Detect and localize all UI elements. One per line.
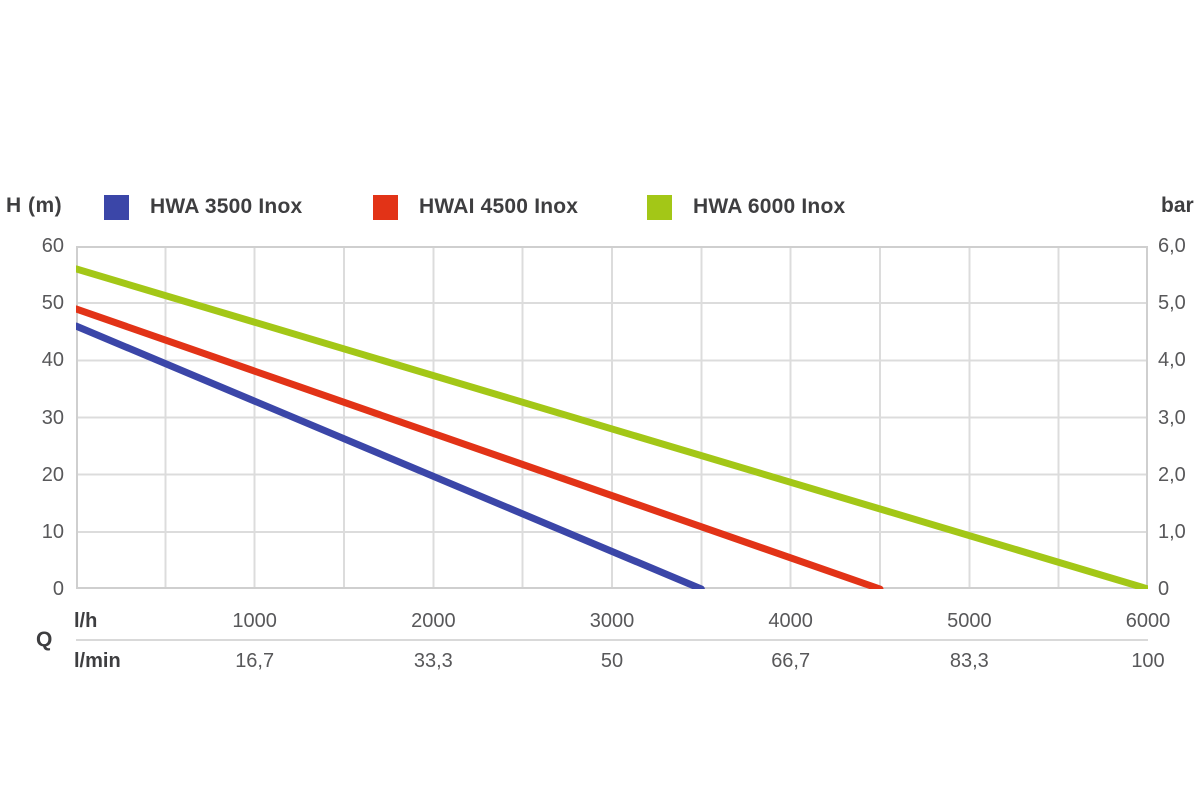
x-axis-title-q: Q	[36, 628, 53, 651]
legend-swatch-icon	[373, 194, 398, 220]
y-tick-label-left: 60	[41, 235, 64, 257]
x-axis-unit-lmin: l/min	[74, 650, 121, 672]
x-tick-label-lmin: 66,7	[771, 650, 811, 672]
x-tick-label-lh: 4000	[768, 610, 813, 632]
y-axis-title-left: H (m)	[6, 194, 63, 217]
series-line-hwa-6000-inox	[76, 265, 1148, 589]
x-tick-label-lmin: 100	[1131, 650, 1165, 672]
x-tick-label-lh: 3000	[589, 610, 635, 632]
plot-border	[76, 246, 1148, 589]
legend-item-hwai-4500-inox: HWAI 4500 Inox	[373, 194, 578, 220]
y-tick-label-right: 3,0	[1158, 406, 1186, 429]
series-line-hwai-4500-inox	[76, 305, 884, 589]
y-tick-label-right: 6,0	[1158, 235, 1186, 257]
series-line-hwa-3500-inox	[76, 322, 705, 589]
x-axis-divider	[76, 639, 1148, 641]
x-tick-label-lmin: 33,3	[413, 650, 453, 672]
legend-item-hwa-3500-inox: HWA 3500 Inox	[104, 194, 302, 220]
chart-plot-area	[76, 246, 1148, 589]
legend-label: HWAI 4500 Inox	[419, 195, 579, 218]
y-tick-label-right: 1,0	[1158, 520, 1186, 543]
x-tick-label-lmin: 50	[600, 650, 624, 672]
legend-swatch-icon	[647, 194, 672, 220]
y-tick-label-left: 50	[41, 292, 64, 315]
y-tick-label-right: 0	[1158, 578, 1170, 600]
x-tick-label-lh: 6000	[1125, 610, 1171, 632]
x-tick-label-lmin: 16,7	[235, 650, 275, 672]
y-tick-label-left: 20	[41, 463, 64, 486]
legend-label: HWA 6000 Inox	[693, 195, 846, 218]
x-axis-unit-lh: l/h	[74, 610, 98, 632]
y-tick-label-right: 2,0	[1158, 463, 1186, 486]
y-tick-label-left: 0	[52, 578, 64, 600]
legend-item-hwa-6000-inox: HWA 6000 Inox	[647, 194, 845, 220]
x-tick-label-lh: 5000	[947, 610, 992, 632]
x-tick-label-lmin: 83,3	[949, 650, 989, 672]
y-tick-label-right: 4,0	[1158, 349, 1186, 372]
y-tick-label-left: 10	[41, 520, 64, 543]
y-axis-title-right: bar	[1161, 194, 1194, 217]
x-tick-label-lh: 2000	[411, 610, 456, 632]
y-tick-label-left: 40	[41, 349, 64, 372]
y-tick-label-left: 30	[41, 406, 64, 429]
legend-swatch-icon	[104, 194, 129, 220]
legend-label: HWA 3500 Inox	[150, 195, 303, 218]
y-tick-label-right: 5,0	[1158, 292, 1186, 315]
x-tick-label-lh: 1000	[232, 610, 277, 632]
